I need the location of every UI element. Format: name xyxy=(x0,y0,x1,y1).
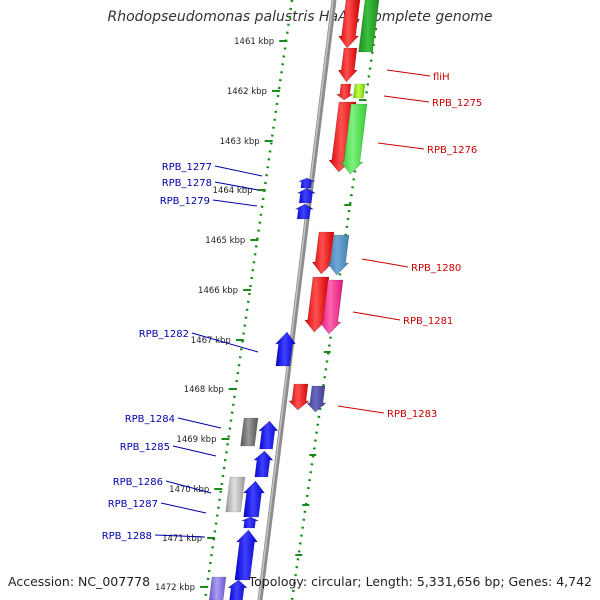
gene-label: RPB_1280 xyxy=(411,263,461,274)
gene-arrow-forward xyxy=(306,385,327,413)
gene-label: RPB_1284 xyxy=(125,414,175,425)
label-leader-line xyxy=(177,417,222,429)
ruler-tick-label: 1464 kbp xyxy=(213,186,253,196)
gene-label: RPB_1288 xyxy=(102,531,152,542)
gene-label: RPB_1279 xyxy=(160,196,210,207)
ruler-tick-label: 1471 kbp xyxy=(162,534,202,544)
label-leader-line xyxy=(165,480,212,494)
gene-box xyxy=(352,83,366,99)
gene-arrow-forward xyxy=(340,103,368,175)
label-leader-line xyxy=(154,534,206,538)
label-leader-line xyxy=(361,258,409,268)
ruler-tick-label: 1466 kbp xyxy=(198,286,238,296)
label-leader-line xyxy=(160,502,207,514)
gene-arrow-reverse xyxy=(258,420,279,450)
gene-label: RPB_1275 xyxy=(432,98,482,109)
genome-summary: Topology: circular; Length: 5,331,656 bp… xyxy=(248,574,592,589)
gene-arrow-forward xyxy=(335,83,354,101)
ruler-tick-label: 1468 kbp xyxy=(184,385,224,395)
gene-box xyxy=(358,0,380,53)
label-leader-line xyxy=(172,445,217,457)
gene-arrow-forward xyxy=(326,234,350,276)
gene-label: RPB_1283 xyxy=(387,409,437,420)
gene-label: RPB_1285 xyxy=(120,442,170,453)
gene-box xyxy=(208,576,227,600)
gene-arrow-forward xyxy=(319,279,344,335)
gene-label: fliH xyxy=(433,72,450,83)
gene-arrow-forward xyxy=(288,383,310,411)
ruler-tick-label: 1472 kbp xyxy=(155,583,195,593)
gene-arrow-reverse xyxy=(274,331,297,367)
gene-arrow-reverse xyxy=(253,450,274,478)
gene-arrow-reverse xyxy=(297,187,317,204)
ruler-tick-label: 1462 kbp xyxy=(227,87,267,97)
gene-arrow-forward xyxy=(337,0,361,49)
ruler-tick-label: 1467 kbp xyxy=(191,336,231,346)
gene-arrow-reverse xyxy=(234,529,259,581)
label-leader-line xyxy=(352,311,401,321)
gene-arrow-reverse xyxy=(227,579,248,600)
label-leader-line xyxy=(214,181,259,191)
genome-backbone xyxy=(257,0,337,600)
gene-label: RPB_1282 xyxy=(139,329,189,340)
genome-backbone-highlight xyxy=(258,0,334,600)
label-leader-line xyxy=(337,405,385,414)
label-leader-line xyxy=(214,165,263,177)
ruler-tick-label: 1461 kbp xyxy=(234,37,274,47)
label-leader-line xyxy=(386,69,431,77)
gene-label: RPB_1278 xyxy=(162,178,212,189)
label-leader-line xyxy=(191,332,259,353)
ruler-tick-label: 1469 kbp xyxy=(176,435,216,445)
gene-arrow-reverse xyxy=(242,480,266,518)
gene-label: RPB_1281 xyxy=(403,316,453,327)
label-leader-line xyxy=(383,95,430,103)
gene-arrow-reverse xyxy=(241,516,259,529)
ruler-tick-label: 1463 kbp xyxy=(220,137,260,147)
gene-arrow-reverse xyxy=(298,177,315,189)
accession-label: Accession: NC_007778 xyxy=(8,574,151,589)
gene-label: RPB_1276 xyxy=(427,145,477,156)
ruler-tick-label: 1470 kbp xyxy=(169,485,209,495)
map-title: Rhodopseudomonas palustris HaA2, complet… xyxy=(107,9,493,25)
gene-box xyxy=(225,476,246,513)
label-leader-line xyxy=(212,199,258,207)
gene-box xyxy=(240,417,259,447)
gene-arrow-reverse xyxy=(295,203,315,220)
gene-arrow-forward xyxy=(337,47,358,83)
label-leader-line xyxy=(377,142,425,150)
ruler-dotted-line xyxy=(203,0,294,600)
gene-label: RPB_1277 xyxy=(162,162,212,173)
ruler-tick-label: 1465 kbp xyxy=(205,236,245,246)
gene-label: RPB_1286 xyxy=(113,477,163,488)
gene-label: RPB_1287 xyxy=(108,499,158,510)
